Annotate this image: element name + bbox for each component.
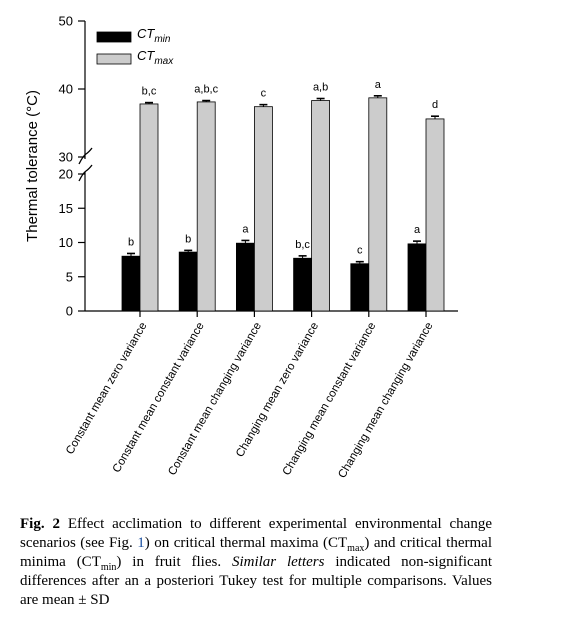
caption-sub-min: min bbox=[100, 562, 117, 573]
significance-letter: a bbox=[414, 224, 421, 236]
bar-ctmin bbox=[293, 257, 313, 312]
chart-bars bbox=[121, 95, 445, 312]
legend-swatch-ctmin bbox=[96, 31, 132, 43]
y-tick-label: 5 bbox=[66, 269, 73, 284]
bar-ctmin bbox=[407, 243, 427, 312]
caption-text-2: ) on critical thermal maxima (CT bbox=[144, 535, 348, 551]
bar-ctmax bbox=[253, 106, 273, 312]
legend-label-ctmax: CTmax bbox=[137, 48, 174, 67]
legend-label-ctmin: CTmin bbox=[137, 26, 171, 45]
significance-letter: c bbox=[261, 88, 267, 100]
bar-ctmax bbox=[311, 100, 331, 312]
figure-label: Fig. 2 bbox=[20, 516, 60, 532]
caption-text-3: ) and critical thermal minima (CT bbox=[20, 535, 492, 570]
axis-break-mark-upper bbox=[78, 147, 93, 165]
bar-ctmin bbox=[350, 263, 370, 312]
significance-letter: a bbox=[375, 79, 382, 91]
category-label: Changing mean constant variance bbox=[281, 321, 379, 478]
y-tick-label: 40 bbox=[59, 82, 73, 97]
y-tick-label: 30 bbox=[59, 150, 73, 165]
significance-letter: a bbox=[242, 223, 249, 235]
figure-caption: Fig. 2 Effect acclimation to different e… bbox=[20, 515, 492, 610]
caption-text-5: indicated non-significant differences af… bbox=[20, 554, 492, 608]
y-tick-label: 20 bbox=[59, 167, 73, 182]
caption-text-1: Effect acclimation to different experime… bbox=[20, 516, 492, 551]
bar-ctmax bbox=[196, 101, 216, 312]
significance-letter: d bbox=[432, 99, 438, 111]
caption-sub-max: max bbox=[347, 543, 365, 554]
bar-ctmin bbox=[235, 242, 255, 312]
y-tick-label: 50 bbox=[59, 14, 73, 29]
bar-chart: 0 5 10 15 20 30 40 50 Thermal tolerance (°C) b b,… bbox=[24, 14, 458, 481]
significance-letter: c bbox=[357, 245, 363, 257]
bar-ctmin bbox=[178, 251, 198, 312]
caption-text-4: ) in fruit flies. bbox=[116, 554, 232, 570]
y-tick-label: 0 bbox=[66, 304, 73, 319]
caption-italic-text: Similar letters bbox=[231, 554, 325, 570]
significance-letter: b bbox=[185, 233, 191, 245]
chart-legend: CTmin CTmax bbox=[96, 26, 174, 67]
significance-letter: b,c bbox=[295, 239, 310, 251]
y-tick-label: 10 bbox=[59, 235, 73, 250]
significance-letter: a,b,c bbox=[194, 84, 218, 96]
bar-ctmin bbox=[121, 255, 141, 312]
category-label: Constant mean changing variance bbox=[166, 321, 264, 478]
significance-letter: b bbox=[128, 236, 134, 248]
significance-letter: b,c bbox=[142, 86, 157, 98]
bar-ctmax bbox=[425, 118, 445, 312]
figure-reference-link[interactable]: 1 bbox=[137, 535, 145, 551]
axis-break-mark-lower bbox=[78, 164, 93, 182]
bar-ctmax bbox=[139, 103, 159, 312]
bar-ctmax bbox=[368, 97, 388, 312]
legend-swatch-ctmax bbox=[96, 53, 132, 65]
category-label: Changing mean changing variance bbox=[336, 321, 435, 481]
y-tick-label: 15 bbox=[59, 201, 73, 216]
y-axis-label: Thermal tolerance (°C) bbox=[24, 90, 41, 242]
significance-letter: a,b bbox=[313, 82, 328, 94]
